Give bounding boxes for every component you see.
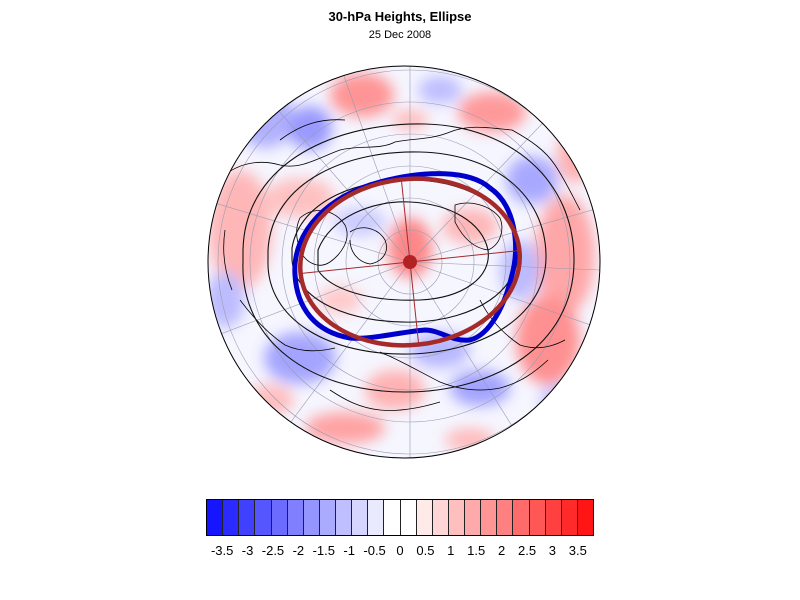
colorbar-swatch: [223, 500, 239, 535]
colorbar-tick-label: 1.5: [467, 543, 485, 558]
colorbar-tick-label: 3.5: [569, 543, 587, 558]
colorbar-swatch: [401, 500, 417, 535]
colorbar-swatch: [481, 500, 497, 535]
colorbar-swatch: [465, 500, 481, 535]
colorbar-swatch: [336, 500, 352, 535]
colorbar-tick-label: 2: [498, 543, 505, 558]
colorbar-tick-label: -2.5: [262, 543, 284, 558]
colorbar-tick-label: 1: [447, 543, 454, 558]
colorbar-swatch: [497, 500, 513, 535]
colorbar-swatch: [272, 500, 288, 535]
colorbar-tick-label: 2.5: [518, 543, 536, 558]
colorbar-tick-label: -1.5: [313, 543, 335, 558]
ellipse-center-marker: [403, 255, 417, 269]
colorbar-tick-label: -0.5: [363, 543, 385, 558]
colorbar-swatch: [417, 500, 433, 535]
colorbar-tick-label: -1: [343, 543, 355, 558]
colorbar-tick-label: 0.5: [416, 543, 434, 558]
colorbar-swatch: [513, 500, 529, 535]
colorbar-tick-label: -3: [242, 543, 254, 558]
colorbar-tick-label: -2: [293, 543, 305, 558]
colorbar-swatch: [562, 500, 578, 535]
colorbar-tick-label: 3: [549, 543, 556, 558]
colorbar-swatch: [239, 500, 255, 535]
colorbar-swatch: [288, 500, 304, 535]
colorbar-tick-label: 0: [396, 543, 403, 558]
colorbar-swatch: [320, 500, 336, 535]
colorbar-swatch: [433, 500, 449, 535]
colorbar-swatch: [578, 500, 593, 535]
colorbar-swatch: [207, 500, 223, 535]
colorbar-swatch: [368, 500, 384, 535]
colorbar: [206, 499, 594, 536]
colorbar-swatch: [546, 500, 562, 535]
colorbar-swatch: [352, 500, 368, 535]
colorbar-swatch: [255, 500, 271, 535]
colorbar-swatch: [384, 500, 400, 535]
colorbar-swatch: [530, 500, 546, 535]
colorbar-tick-label: -3.5: [211, 543, 233, 558]
colorbar-swatch: [304, 500, 320, 535]
colorbar-tick-labels: -3.5 -3 -2.5 -2 -1.5 -1 -0.5 0 0.5 1 1.5 2 2.5 3 3.5: [0, 543, 800, 559]
colorbar-swatch: [449, 500, 465, 535]
polar-map: [0, 0, 800, 480]
